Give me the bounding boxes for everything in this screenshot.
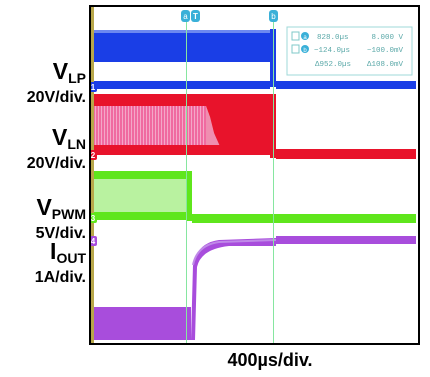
vlp-trace xyxy=(94,29,416,89)
vln-trace xyxy=(94,94,416,159)
trigger-marker: T xyxy=(191,10,200,22)
iout-trace xyxy=(94,236,416,340)
svg-text:Δ952.0µs: Δ952.0µs xyxy=(315,61,351,69)
cursor-a-marker[interactable]: a xyxy=(181,10,190,22)
svg-text:1: 1 xyxy=(91,83,96,92)
readout-row-b: b −124.0µs −100.0mV xyxy=(291,44,404,55)
screen-frame xyxy=(89,5,420,345)
svg-text:3: 3 xyxy=(91,214,96,223)
timebase-label: 400µs/div. xyxy=(227,350,313,370)
svg-text:Δ108.0mV: Δ108.0mV xyxy=(367,61,404,69)
readout-row-delta: Δ952.0µs Δ108.0mV xyxy=(315,61,403,69)
vpwm-label: VPWM 5V/div. xyxy=(35,194,86,243)
cursor-b-marker[interactable]: b xyxy=(269,10,278,22)
svg-text:828.0µs: 828.0µs xyxy=(317,34,349,42)
svg-text:−124.0µs: −124.0µs xyxy=(314,47,350,55)
svg-text:b: b xyxy=(303,48,307,54)
left-bar xyxy=(89,5,94,345)
svg-text:2: 2 xyxy=(91,151,96,160)
cursor-readout: a 828.0µs 8.000 V b −124.0µs −100.0mV Δ9… xyxy=(286,26,413,76)
svg-text:T: T xyxy=(193,12,198,21)
svg-text:8.000 V: 8.000 V xyxy=(371,34,403,42)
scope-screen: 1 2 3 4 a T b a 828.0µs 8.000 V xyxy=(89,5,420,345)
vlp-label: VLP 20V/div. xyxy=(26,58,86,107)
vpwm-trace xyxy=(94,171,416,223)
readout-row-a: a 828.0µs 8.000 V xyxy=(291,31,403,42)
svg-text:a: a xyxy=(183,12,188,21)
vln-label: VLN 20V/div. xyxy=(26,124,86,173)
svg-text:b: b xyxy=(271,12,276,21)
svg-text:a: a xyxy=(303,35,307,41)
svg-text:4: 4 xyxy=(91,237,96,246)
svg-text:−100.0mV: −100.0mV xyxy=(367,47,404,55)
iout-label: IOUT 1A/div. xyxy=(34,238,86,287)
